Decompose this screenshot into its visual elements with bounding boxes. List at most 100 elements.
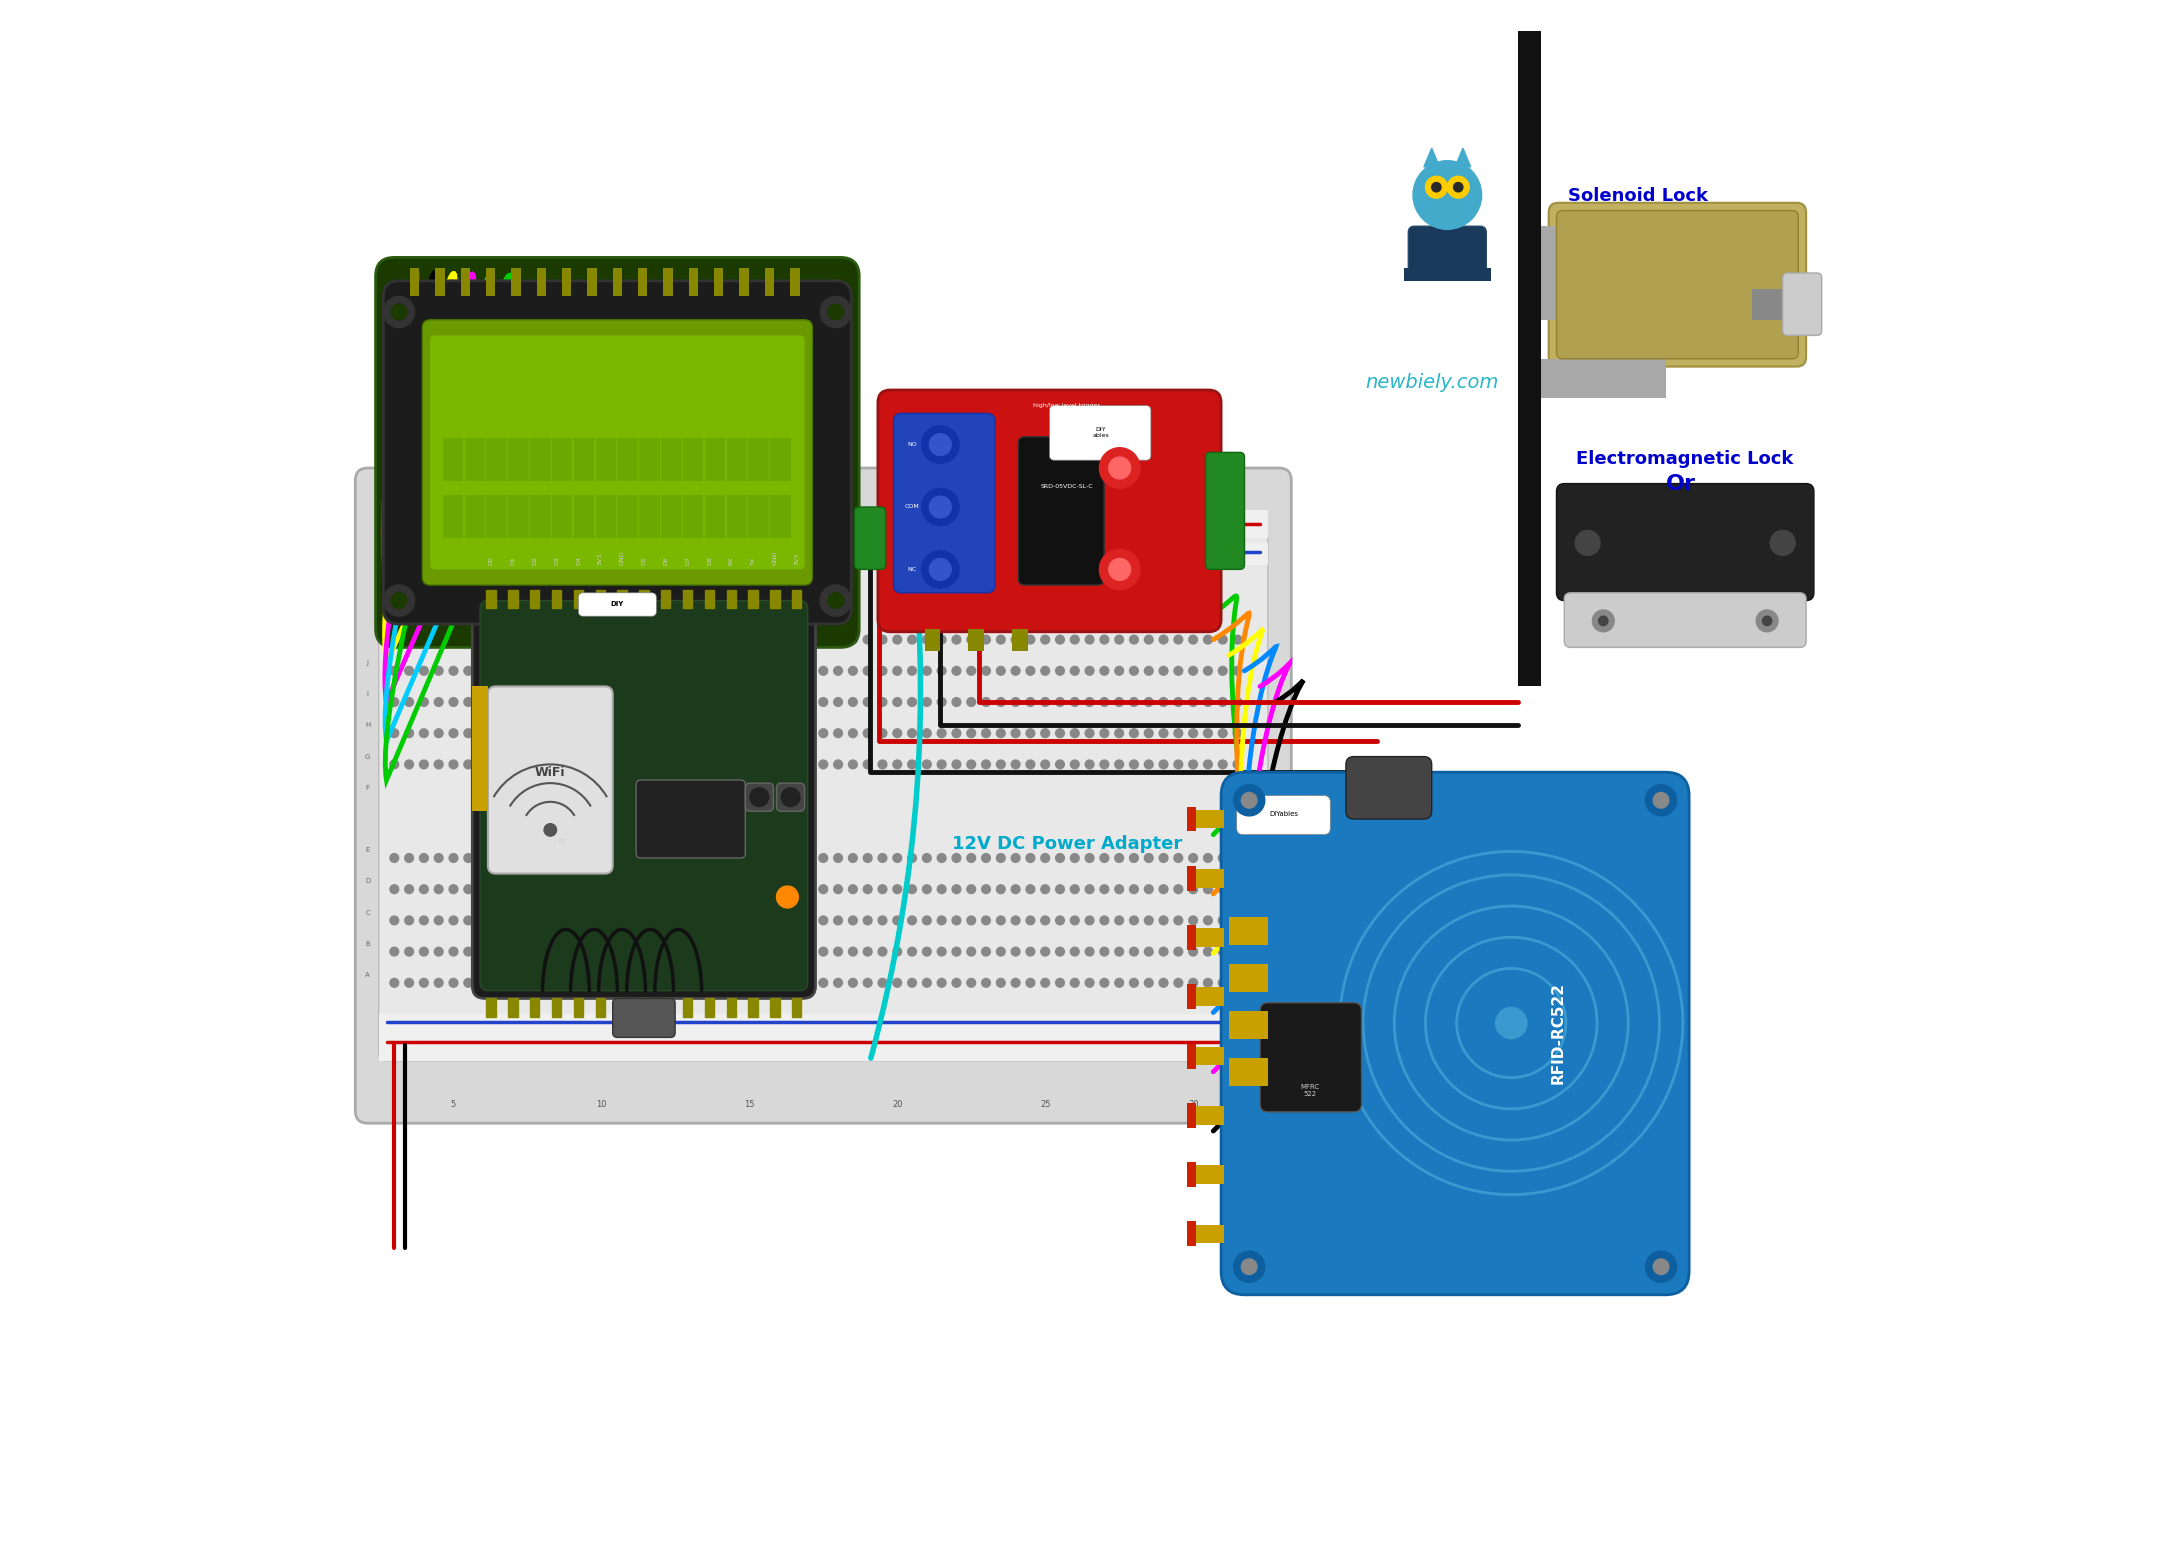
- Circle shape: [1099, 635, 1108, 644]
- Circle shape: [507, 635, 516, 644]
- Circle shape: [790, 947, 799, 956]
- Circle shape: [1646, 1251, 1676, 1282]
- Bar: [1228, 917, 1267, 945]
- Bar: [379, 1014, 1267, 1036]
- Circle shape: [596, 666, 605, 675]
- Text: F: F: [366, 785, 370, 791]
- Circle shape: [448, 978, 457, 987]
- Circle shape: [775, 760, 784, 769]
- Circle shape: [655, 635, 664, 644]
- Circle shape: [420, 978, 429, 987]
- Circle shape: [1158, 635, 1167, 644]
- Circle shape: [864, 760, 873, 769]
- Circle shape: [716, 853, 725, 863]
- Circle shape: [1204, 978, 1213, 987]
- Circle shape: [1115, 947, 1123, 956]
- Circle shape: [1189, 666, 1197, 675]
- Circle shape: [596, 697, 605, 707]
- Circle shape: [821, 296, 851, 328]
- Circle shape: [479, 885, 488, 894]
- Circle shape: [390, 729, 398, 738]
- Circle shape: [420, 853, 429, 863]
- Text: Or: Or: [1665, 474, 1696, 493]
- Circle shape: [716, 885, 725, 894]
- Circle shape: [553, 916, 562, 925]
- Circle shape: [716, 635, 725, 644]
- Circle shape: [1219, 916, 1228, 925]
- Circle shape: [819, 666, 827, 675]
- Circle shape: [1041, 885, 1049, 894]
- Circle shape: [790, 885, 799, 894]
- Circle shape: [803, 729, 812, 738]
- Circle shape: [1084, 916, 1095, 925]
- Circle shape: [553, 760, 562, 769]
- Circle shape: [686, 635, 694, 644]
- Circle shape: [982, 916, 991, 925]
- Bar: [551, 590, 562, 608]
- FancyBboxPatch shape: [1206, 452, 1245, 569]
- Circle shape: [1041, 947, 1049, 956]
- Circle shape: [568, 729, 577, 738]
- Bar: [485, 268, 496, 296]
- Circle shape: [938, 635, 947, 644]
- Circle shape: [390, 697, 398, 707]
- Circle shape: [1099, 916, 1108, 925]
- Circle shape: [1158, 666, 1167, 675]
- Circle shape: [908, 697, 917, 707]
- Bar: [507, 438, 529, 480]
- Bar: [727, 438, 747, 480]
- Circle shape: [1130, 697, 1139, 707]
- Circle shape: [581, 916, 590, 925]
- Circle shape: [967, 947, 975, 956]
- Circle shape: [1041, 853, 1049, 863]
- Circle shape: [997, 697, 1006, 707]
- Circle shape: [1115, 885, 1123, 894]
- Circle shape: [908, 885, 917, 894]
- Circle shape: [494, 947, 503, 956]
- Bar: [462, 268, 470, 296]
- Circle shape: [849, 666, 858, 675]
- Circle shape: [1232, 697, 1241, 707]
- Circle shape: [1189, 853, 1197, 863]
- Circle shape: [405, 978, 414, 987]
- Bar: [1228, 1058, 1267, 1086]
- Circle shape: [1084, 635, 1095, 644]
- Circle shape: [1241, 1259, 1256, 1275]
- Circle shape: [1173, 760, 1182, 769]
- Circle shape: [997, 760, 1006, 769]
- Bar: [575, 998, 583, 1017]
- Circle shape: [627, 697, 636, 707]
- Circle shape: [1448, 176, 1469, 198]
- Circle shape: [877, 635, 886, 644]
- Circle shape: [1099, 978, 1108, 987]
- Bar: [705, 496, 725, 538]
- Circle shape: [596, 635, 605, 644]
- Bar: [618, 496, 638, 538]
- Circle shape: [997, 916, 1006, 925]
- Circle shape: [405, 666, 414, 675]
- Circle shape: [834, 853, 842, 863]
- Circle shape: [893, 978, 901, 987]
- Circle shape: [1232, 885, 1241, 894]
- Text: Electromagnetic Lock: Electromagnetic Lock: [1576, 449, 1794, 468]
- Bar: [596, 496, 616, 538]
- Circle shape: [908, 729, 917, 738]
- Circle shape: [997, 729, 1006, 738]
- Bar: [529, 496, 551, 538]
- Circle shape: [686, 916, 694, 925]
- Circle shape: [420, 760, 429, 769]
- Circle shape: [716, 978, 725, 987]
- Circle shape: [1071, 853, 1080, 863]
- Circle shape: [908, 853, 917, 863]
- Bar: [1186, 1103, 1195, 1128]
- Circle shape: [1173, 666, 1182, 675]
- Polygon shape: [1424, 148, 1439, 167]
- Circle shape: [893, 853, 901, 863]
- Text: 3V3: 3V3: [599, 552, 603, 565]
- Circle shape: [716, 947, 725, 956]
- Circle shape: [655, 697, 664, 707]
- Circle shape: [1173, 635, 1182, 644]
- Circle shape: [522, 697, 531, 707]
- Bar: [790, 268, 799, 296]
- Circle shape: [642, 947, 651, 956]
